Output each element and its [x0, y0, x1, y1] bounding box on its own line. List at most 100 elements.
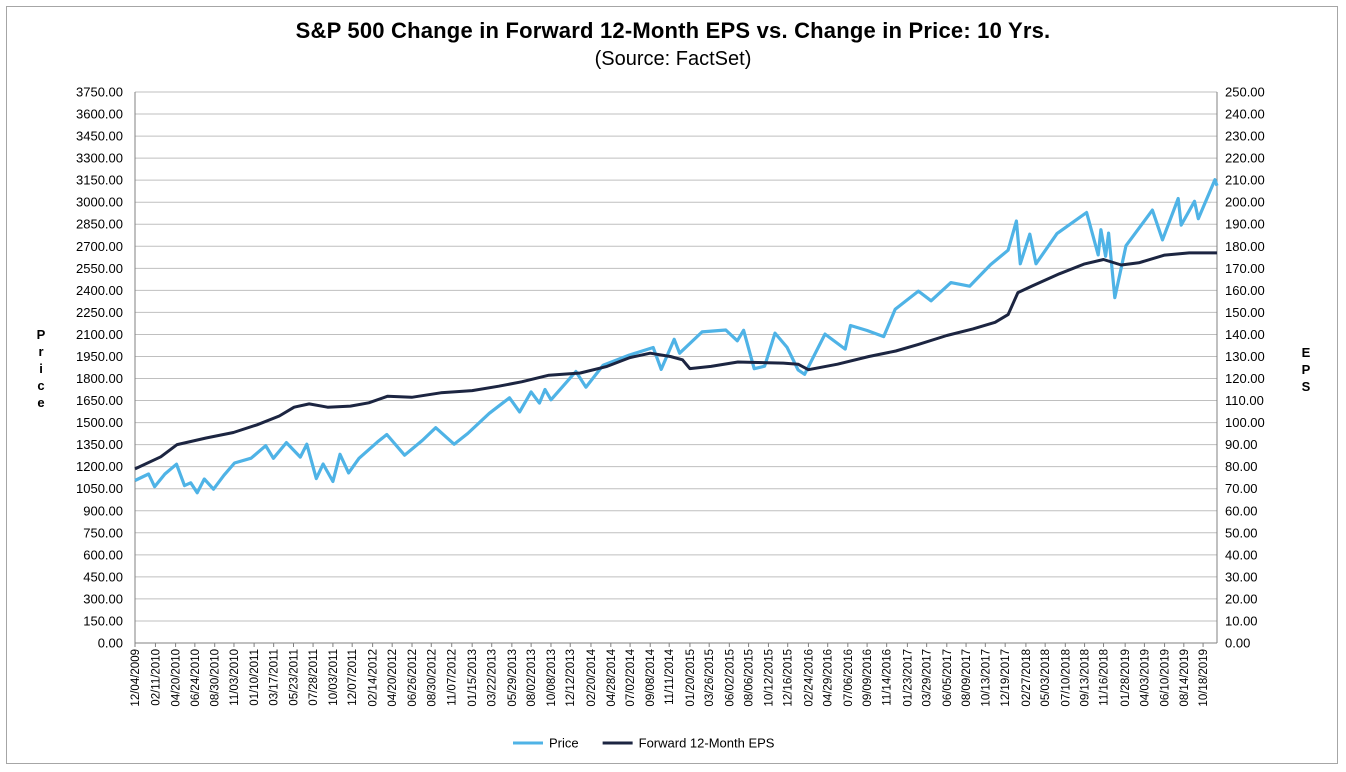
y-left-tick-label: 1500.00	[76, 415, 123, 430]
y-right-tick-label: 100.00	[1225, 415, 1265, 430]
y-left-tick-label: 3450.00	[76, 129, 123, 144]
y-right-tick-label: 120.00	[1225, 371, 1265, 386]
x-tick-label: 05/23/2011	[289, 649, 301, 706]
y-left-axis-title-letter: r	[38, 344, 43, 359]
y-left-axis-title-letter: e	[37, 395, 44, 410]
x-tick-label: 09/09/2016	[862, 649, 874, 707]
x-tick-label: 04/28/2014	[606, 648, 618, 706]
x-tick-label: 11/11/2014	[664, 648, 676, 704]
x-tick-label: 08/30/2012	[426, 649, 438, 707]
x-tick-label: 11/07/2012	[447, 649, 459, 706]
x-tick-label: 12/04/2009	[130, 649, 142, 707]
y-left-tick-label: 1350.00	[76, 437, 123, 452]
y-left-tick-label: 3150.00	[76, 173, 123, 188]
x-tick-label: 11/16/2018	[1099, 649, 1111, 706]
y-right-tick-label: 240.00	[1225, 107, 1265, 122]
x-tick-label: 04/03/2019	[1139, 649, 1151, 707]
y-left-tick-label: 1950.00	[76, 349, 123, 364]
y-right-tick-label: 50.00	[1225, 525, 1258, 540]
x-tick-label: 09/13/2018	[1080, 649, 1092, 707]
y-left-tick-label: 1800.00	[76, 371, 123, 386]
y-right-tick-label: 10.00	[1225, 613, 1258, 628]
x-tick-label: 04/29/2016	[823, 649, 835, 707]
x-tick-label: 08/06/2015	[744, 649, 756, 707]
y-left-tick-label: 600.00	[83, 547, 123, 562]
x-tick-label: 06/26/2012	[407, 649, 419, 707]
y-right-tick-label: 160.00	[1225, 283, 1265, 298]
y-right-tick-label: 250.00	[1225, 85, 1265, 100]
x-tick-label: 05/03/2018	[1040, 649, 1052, 707]
y-right-tick-label: 170.00	[1225, 261, 1265, 276]
x-tick-label: 12/19/2017	[1000, 649, 1012, 707]
x-tick-label: 08/30/2010	[210, 649, 222, 707]
y-right-tick-label: 180.00	[1225, 239, 1265, 254]
y-right-tick-label: 20.00	[1225, 591, 1258, 606]
y-left-tick-label: 3750.00	[76, 85, 123, 100]
y-right-axis-title-letter: P	[1302, 362, 1311, 377]
x-tick-label: 02/24/2016	[803, 649, 815, 707]
y-right-tick-label: 140.00	[1225, 327, 1265, 342]
y-right-tick-label: 200.00	[1225, 195, 1265, 210]
x-tick-label: 10/12/2015	[763, 649, 775, 707]
x-tick-label: 11/14/2016	[882, 649, 894, 706]
y-left-tick-label: 3300.00	[76, 151, 123, 166]
legend: Price Forward 12-Month EPS	[513, 736, 775, 751]
y-right-tick-label: 220.00	[1225, 151, 1265, 166]
x-tick-label: 07/06/2016	[843, 649, 855, 707]
y-right-tick-label: 110.00	[1225, 393, 1264, 408]
x-tick-label: 06/05/2017	[942, 649, 954, 707]
chart-title: S&P 500 Change in Forward 12-Month EPS v…	[295, 18, 1051, 43]
y-left-axis-title-letter: i	[39, 361, 43, 376]
x-tick-label: 08/14/2019	[1179, 649, 1191, 707]
series-line-price	[134, 178, 1219, 495]
y-left-tick-label: 450.00	[83, 569, 123, 584]
y-axis-left: 0.00 150.00 300.00 450.00 600.00 750.00 900.00…	[76, 85, 123, 651]
x-tick-label: 11/03/2010	[229, 649, 241, 706]
y-right-tick-label: 190.00	[1225, 217, 1265, 232]
x-tick-label: 01/10/2011	[249, 649, 261, 706]
y-left-tick-label: 750.00	[83, 525, 123, 540]
y-left-tick-label: 3000.00	[76, 195, 123, 210]
x-tick-label: 02/14/2012	[368, 649, 380, 707]
x-tick-label: 01/15/2013	[467, 649, 479, 707]
y-right-tick-label: 0.00	[1225, 636, 1250, 651]
gridlines	[134, 91, 1218, 644]
x-tick-label: 06/24/2010	[190, 649, 202, 707]
y-right-tick-label: 90.00	[1225, 437, 1258, 452]
y-left-tick-label: 1650.00	[76, 393, 123, 408]
y-left-tick-label: 300.00	[83, 591, 123, 606]
chart-frame	[6, 6, 1338, 764]
x-tick-label: 04/20/2012	[387, 649, 399, 707]
x-tick-label: 05/29/2013	[507, 649, 519, 707]
x-tick-label: 02/20/2014	[586, 648, 598, 706]
y-right-tick-label: 230.00	[1225, 129, 1265, 144]
y-left-tick-label: 900.00	[83, 503, 123, 518]
x-tick-label: 12/12/2013	[565, 649, 577, 707]
x-tick-label: 06/10/2019	[1160, 649, 1172, 707]
y-left-tick-label: 1050.00	[76, 481, 123, 496]
x-tick-label: 01/28/2019	[1120, 649, 1132, 707]
x-tick-label: 03/22/2013	[487, 649, 499, 707]
y-left-axis-title-letter: P	[37, 327, 46, 342]
x-tick-label: 10/18/2019	[1198, 649, 1210, 707]
x-tick-label: 12/16/2015	[783, 649, 795, 707]
x-tick-label: 09/08/2014	[645, 648, 657, 706]
y-right-tick-label: 70.00	[1225, 481, 1258, 496]
y-left-tick-label: 2550.00	[76, 261, 123, 276]
y-right-tick-label: 30.00	[1225, 569, 1258, 584]
y-right-tick-label: 80.00	[1225, 459, 1258, 474]
x-tick-label: 08/09/2017	[961, 649, 973, 707]
y-right-tick-label: 210.00	[1225, 173, 1265, 188]
y-left-tick-label: 2100.00	[76, 327, 123, 342]
y-left-tick-label: 3600.00	[76, 107, 123, 122]
y-left-axis-title-letter: c	[37, 378, 44, 393]
y-left-tick-label: 2700.00	[76, 239, 123, 254]
y-right-tick-label: 60.00	[1225, 503, 1258, 518]
x-tick-label: 03/17/2011	[269, 649, 281, 706]
legend-label: Forward 12-Month EPS	[639, 736, 775, 751]
x-tick-label: 07/10/2018	[1060, 649, 1072, 707]
x-tick-label: 04/20/2010	[171, 649, 183, 707]
x-tick-label: 10/08/2013	[546, 649, 558, 707]
